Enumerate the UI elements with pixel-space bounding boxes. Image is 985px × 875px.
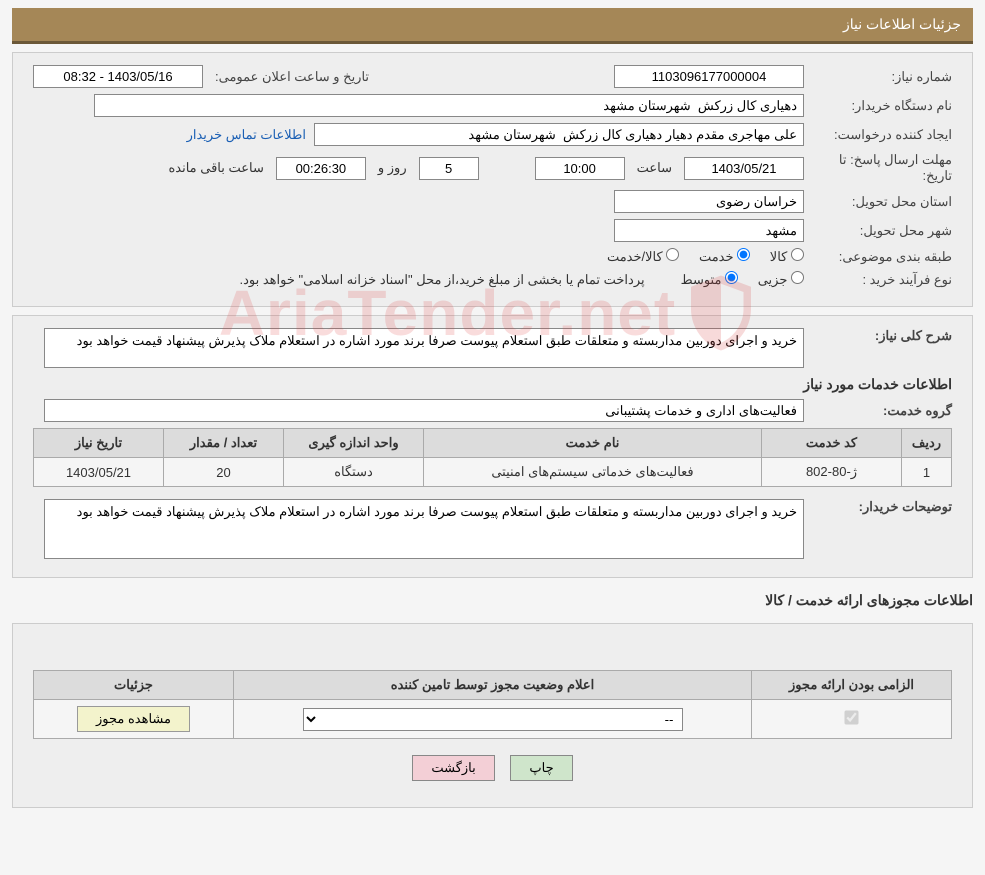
need-number-row: شماره نیاز: تاریخ و ساعت اعلان عمومی: [33,65,952,88]
process-row: نوع فرآیند خرید : جزیی متوسط پرداخت تمام… [33,271,952,288]
announce-date-input[interactable] [33,65,203,88]
hour-label: ساعت [637,160,672,176]
th-status: اعلام وضعیت مجوز توسط تامین کننده [234,671,752,700]
deadline-hour-input[interactable] [535,157,625,180]
process-label: نوع فرآیند خرید : [812,272,952,288]
desc-textarea[interactable] [44,328,804,368]
deadline-label: مهلت ارسال پاسخ: تا تاریخ: [812,152,952,184]
radio-service[interactable] [737,248,750,261]
category-opt-service[interactable]: خدمت [699,249,750,264]
buyer-notes-textarea[interactable] [44,499,804,559]
license-required-checkbox [844,710,858,724]
buyer-notes-label: توضیحات خریدار: [812,499,952,515]
td-details-cell: مشاهده مجوز [34,700,234,739]
services-table: ردیف کد خدمت نام خدمت واحد اندازه گیری ت… [33,428,952,487]
td-required-cell [752,700,952,739]
deadline-date-input[interactable] [684,157,804,180]
footer-buttons: چاپ بازگشت [33,745,952,795]
buyer-org-label: نام دستگاه خریدار: [812,98,952,114]
license-row: -- مشاهده مجوز [34,700,952,739]
th-name: نام خدمت [424,429,762,458]
days-label: روز و [378,160,407,176]
buyer-contact-link[interactable]: اطلاعات تماس خریدار [187,127,306,143]
view-license-button[interactable]: مشاهده مجوز [77,706,190,732]
back-button[interactable]: بازگشت [412,755,494,781]
main-info-panel: شماره نیاز: تاریخ و ساعت اعلان عمومی: نا… [12,52,973,307]
td-date: 1403/05/21 [34,458,164,487]
td-name: فعالیت‌های خدماتی سیستم‌های امنیتی [424,458,762,487]
radio-both[interactable] [666,248,679,261]
radio-minor[interactable] [791,271,804,284]
city-label: شهر محل تحویل: [812,223,952,239]
category-opt-both[interactable]: کالا/خدمت [607,249,679,264]
need-number-input[interactable] [614,65,804,88]
buyer-org-row: نام دستگاه خریدار: [33,94,952,117]
category-label: طبقه بندی موضوعی: [812,249,952,265]
th-details: جزئیات [34,671,234,700]
province-label: استان محل تحویل: [812,194,952,210]
page-header: جزئیات اطلاعات نیاز [12,8,973,44]
process-radio-group: جزیی متوسط [665,271,804,288]
remaining-label: ساعت باقی مانده [168,160,263,176]
th-code: کد خدمت [762,429,902,458]
td-status-cell: -- [234,700,752,739]
td-unit: دستگاه [284,458,424,487]
th-unit: واحد اندازه گیری [284,429,424,458]
services-title: اطلاعات خدمات مورد نیاز [33,376,952,393]
service-group-input[interactable] [44,399,804,422]
th-qty: تعداد / مقدار [164,429,284,458]
buyer-org-input[interactable] [94,94,804,117]
radio-medium[interactable] [725,271,738,284]
radio-goods[interactable] [791,248,804,261]
need-number-label: شماره نیاز: [812,69,952,85]
th-date: تاریخ نیاز [34,429,164,458]
province-row: استان محل تحویل: [33,190,952,213]
buyer-notes-row: توضیحات خریدار: [33,499,952,559]
print-button[interactable]: چاپ [510,755,572,781]
td-row-no: 1 [902,458,952,487]
category-row: طبقه بندی موضوعی: کالا خدمت کالا/خدمت [33,248,952,265]
license-status-select[interactable]: -- [303,708,683,731]
treasury-note: پرداخت تمام یا بخشی از مبلغ خرید،از محل … [240,272,645,288]
th-row-no: ردیف [902,429,952,458]
licenses-section-title: اطلاعات مجوزهای ارائه خدمت / کالا [12,586,973,615]
province-input[interactable] [614,190,804,213]
page-title: جزئیات اطلاعات نیاز [843,16,961,32]
table-row: 1 ژ-80-802 فعالیت‌های خدماتی سیستم‌های ا… [34,458,952,487]
category-radio-group: کالا خدمت کالا/خدمت [591,248,804,265]
td-qty: 20 [164,458,284,487]
category-opt-goods[interactable]: کالا [770,249,804,264]
requester-input[interactable] [314,123,804,146]
city-input[interactable] [614,219,804,242]
countdown-input[interactable] [276,157,366,180]
licenses-panel: الزامی بودن ارائه مجوز اعلام وضعیت مجوز … [12,623,973,808]
city-row: شهر محل تحویل: [33,219,952,242]
days-remaining-input[interactable] [419,157,479,180]
requester-row: ایجاد کننده درخواست: اطلاعات تماس خریدار [33,123,952,146]
desc-label: شرح کلی نیاز: [812,328,952,344]
th-required: الزامی بودن ارائه مجوز [752,671,952,700]
licenses-table: الزامی بودن ارائه مجوز اعلام وضعیت مجوز … [33,670,952,739]
process-opt-minor[interactable]: جزیی [758,272,804,287]
process-opt-medium[interactable]: متوسط [681,272,738,287]
announce-date-label: تاریخ و ساعت اعلان عمومی: [211,69,369,85]
table-header-row: ردیف کد خدمت نام خدمت واحد اندازه گیری ت… [34,429,952,458]
service-group-label: گروه خدمت: [812,403,952,419]
deadline-row: مهلت ارسال پاسخ: تا تاریخ: ساعت روز و سا… [33,152,952,184]
requester-label: ایجاد کننده درخواست: [812,127,952,143]
desc-row: شرح کلی نیاز: [33,328,952,368]
license-header-row: الزامی بودن ارائه مجوز اعلام وضعیت مجوز … [34,671,952,700]
service-group-row: گروه خدمت: [33,399,952,422]
td-code: ژ-80-802 [762,458,902,487]
description-panel: شرح کلی نیاز: اطلاعات خدمات مورد نیاز گر… [12,315,973,578]
